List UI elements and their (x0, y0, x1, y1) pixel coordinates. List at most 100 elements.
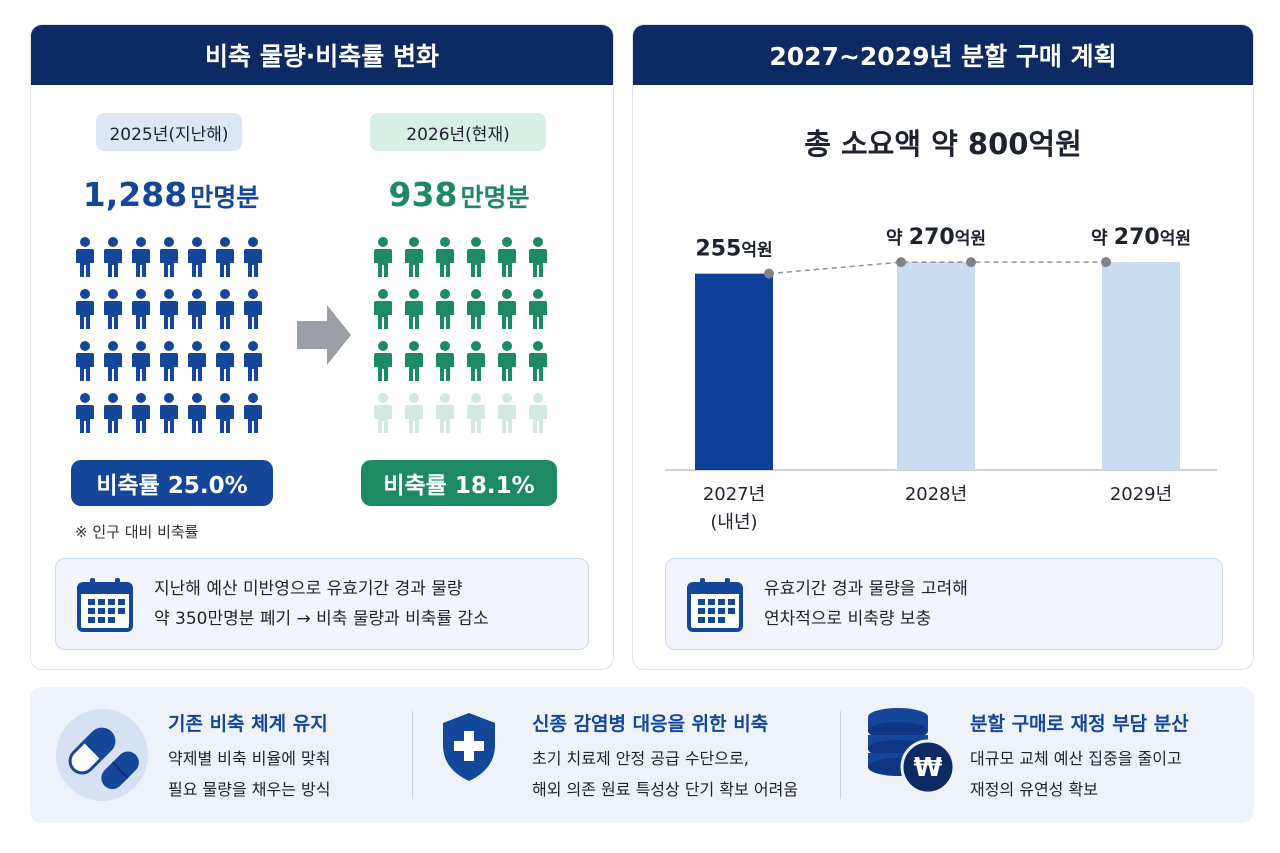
bar-3 (1102, 262, 1180, 470)
person-icon (436, 289, 454, 329)
person-icon (244, 289, 262, 329)
feature-divider (840, 711, 841, 799)
trend-point (896, 257, 906, 268)
arrow-right-icon (297, 305, 351, 365)
person-icon (405, 237, 423, 277)
person-faded-icon (467, 393, 485, 433)
stockpile-info-text: 지난해 예산 미반영으로 유효기간 경과 물량 약 350만명분 폐기 → 비축… (154, 574, 489, 634)
count-2026: 938 만명분 (349, 175, 569, 214)
person-icon (498, 341, 516, 381)
feature-3-line1: 대규모 교체 예산 집중을 줄이고 (970, 749, 1182, 768)
category-label: 2027년 (703, 484, 765, 505)
purchase-info-box: 유효기간 경과 물량을 고려해 연차적으로 비축량 보충 (665, 558, 1223, 650)
person-icon (498, 289, 516, 329)
person-icon (467, 289, 485, 329)
feature-1-line1: 약제별 비축 비율에 맞춰 (168, 749, 331, 768)
value-number: 270 (1114, 225, 1160, 250)
person-faded-icon (436, 393, 454, 433)
person-faded-icon (498, 393, 516, 433)
value-unit: 억원 (1160, 229, 1191, 249)
value-prefix: 약 (1091, 227, 1114, 249)
person-icon (436, 237, 454, 277)
count-2026-value: 938 (388, 175, 458, 214)
person-icon (529, 237, 547, 277)
person-icon (76, 237, 94, 277)
trend-point (1101, 257, 1111, 268)
bar-value-label: 약 270억원 (1091, 225, 1191, 250)
person-icon (529, 341, 547, 381)
feature-2-title: 신종 감염병 대응을 위한 비축 (532, 713, 769, 735)
person-icon (104, 393, 122, 433)
feature-3-title: 분할 구매로 재정 부담 분산 (970, 713, 1189, 735)
person-icon (104, 289, 122, 329)
count-2025-value: 1,288 (82, 175, 188, 214)
person-icon (467, 341, 485, 381)
person-icon (76, 393, 94, 433)
stockpile-change-panel: 비축 물량·비축률 변화 2025년(지난해) 2026년(현재) 1,288 만… (30, 24, 614, 670)
year-2026-label: 2026년(현재) (370, 113, 546, 151)
coin-stack-won-icon: ₩ (868, 708, 956, 795)
person-icon (188, 393, 206, 433)
feature-1-title: 기존 비축 체계 유지 (168, 713, 328, 735)
trend-point (966, 257, 976, 268)
person-icon (104, 341, 122, 381)
person-icon (467, 237, 485, 277)
person-faded-icon (529, 393, 547, 433)
category-label: (내년) (710, 512, 757, 533)
purchase-plan-panel: 2027~2029년 분할 구매 계획 총 소요액 약 800억원 255억원 약… (632, 24, 1254, 670)
feature-3-line2: 재정의 유연성 확보 (970, 780, 1098, 799)
person-icon (374, 341, 392, 381)
person-icon (76, 289, 94, 329)
person-icon (244, 237, 262, 277)
calendar-icon (77, 578, 133, 632)
person-icon (498, 237, 516, 277)
bar-2 (897, 262, 975, 470)
value-unit: 억원 (955, 229, 986, 249)
feature-divider (412, 711, 413, 799)
stockpile-panel-title: 비축 물량·비축률 변화 (31, 25, 613, 85)
calendar-icon (687, 578, 743, 632)
bar-value-label: 255억원 (695, 237, 772, 262)
stockpile-info-line1: 지난해 예산 미반영으로 유효기간 경과 물량 (154, 579, 463, 599)
value-prefix: 약 (886, 227, 909, 249)
rate-2025-badge: 비축률 25.0% (71, 460, 273, 506)
person-icon (216, 289, 234, 329)
value-number: 270 (909, 225, 955, 250)
value-unit: 억원 (741, 241, 772, 261)
person-icon (188, 341, 206, 381)
person-icon (244, 341, 262, 381)
person-icon (160, 289, 178, 329)
pill-capsule-icon (56, 709, 148, 801)
person-icon (529, 289, 547, 329)
purchase-plan-title: 2027~2029년 분할 구매 계획 (633, 25, 1253, 85)
person-icon (188, 237, 206, 277)
person-icon (160, 341, 178, 381)
feature-2-line1: 초기 치료제 안정 공급 수단으로, (532, 749, 749, 768)
total-amount-title: 총 소요액 약 800억원 (804, 127, 1082, 161)
person-icon (244, 393, 262, 433)
person-icon (104, 237, 122, 277)
count-2025-unit: 만명분 (190, 183, 260, 212)
person-icon (436, 341, 454, 381)
person-icon (160, 393, 178, 433)
feature-new-infection: 신종 감염병 대응을 위한 비축 초기 치료제 안정 공급 수단으로, 해외 의… (414, 687, 838, 823)
category-label: 2029년 (1110, 484, 1172, 505)
bar-value-label: 약 270억원 (886, 225, 986, 250)
people-2026-group (374, 237, 547, 433)
feature-2-line2: 해외 의존 원료 특성상 단기 확보 어려움 (532, 780, 799, 799)
person-icon (374, 237, 392, 277)
person-icon (132, 393, 150, 433)
person-icon (216, 393, 234, 433)
person-icon (216, 341, 234, 381)
count-2026-unit: 만명분 (460, 183, 530, 212)
person-icon (132, 289, 150, 329)
value-number: 255 (695, 237, 741, 262)
trend-line (768, 261, 1106, 275)
purchase-info-line2: 연차적으로 비축량 보충 (764, 609, 932, 629)
features-panel: 기존 비축 체계 유지 약제별 비축 비율에 맞춰 필요 물량을 채우는 방식 … (30, 687, 1254, 823)
feature-1-line2: 필요 물량을 채우는 방식 (168, 780, 331, 799)
person-icon (132, 341, 150, 381)
person-icon (374, 289, 392, 329)
trend-point (764, 268, 774, 279)
